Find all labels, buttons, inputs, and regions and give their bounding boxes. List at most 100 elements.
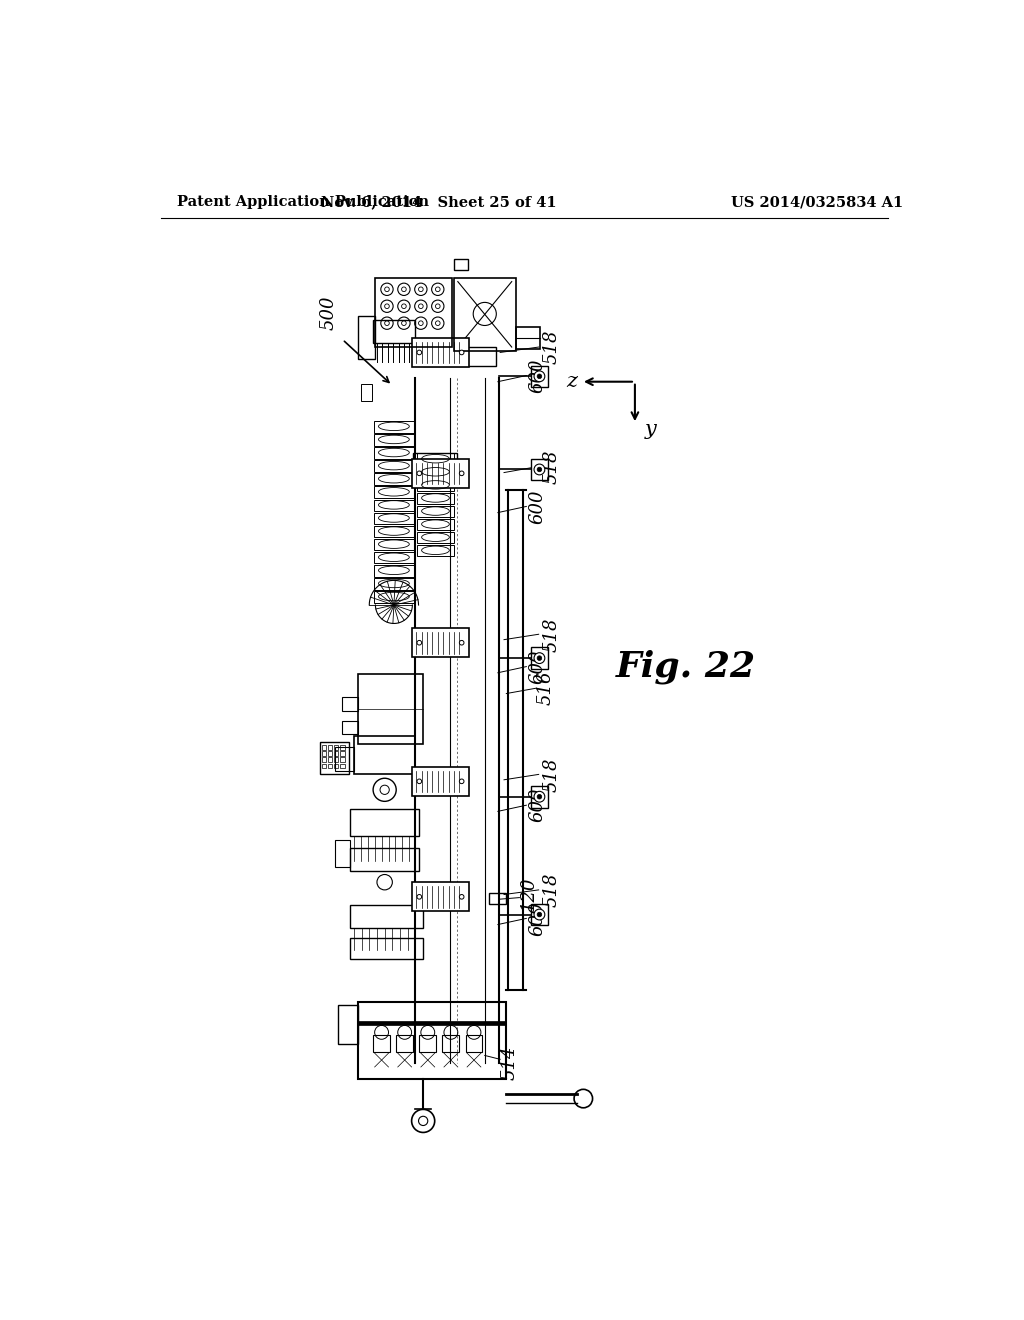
- Bar: [374, 512, 414, 524]
- Bar: [322, 763, 326, 768]
- Bar: [340, 758, 345, 762]
- Bar: [334, 751, 339, 756]
- Text: 518: 518: [543, 330, 560, 364]
- Circle shape: [417, 895, 422, 899]
- Bar: [374, 578, 414, 590]
- Circle shape: [460, 350, 464, 355]
- Circle shape: [538, 467, 542, 471]
- Bar: [342, 697, 357, 711]
- Circle shape: [417, 471, 422, 475]
- Bar: [374, 474, 414, 484]
- Circle shape: [460, 895, 464, 899]
- Bar: [373, 321, 416, 343]
- Bar: [328, 751, 333, 756]
- Bar: [417, 453, 454, 465]
- Bar: [489, 894, 506, 904]
- Bar: [374, 461, 414, 471]
- Text: 518: 518: [543, 758, 560, 792]
- Text: 600: 600: [528, 490, 547, 524]
- Bar: [334, 744, 339, 750]
- Bar: [319, 742, 349, 775]
- Bar: [531, 647, 548, 669]
- Bar: [423, 347, 497, 367]
- Bar: [374, 487, 414, 498]
- Bar: [340, 751, 345, 756]
- Bar: [417, 479, 454, 491]
- Bar: [466, 1035, 482, 1052]
- Bar: [357, 317, 375, 359]
- Bar: [412, 338, 469, 367]
- Bar: [335, 840, 350, 867]
- Bar: [334, 763, 339, 768]
- Bar: [328, 763, 333, 768]
- Bar: [454, 259, 468, 271]
- Bar: [374, 525, 414, 537]
- Text: z: z: [566, 372, 578, 391]
- Text: Fig. 22: Fig. 22: [615, 649, 756, 684]
- Text: 600: 600: [528, 358, 547, 393]
- Bar: [350, 809, 419, 836]
- Text: y: y: [645, 420, 656, 440]
- Bar: [374, 552, 414, 564]
- Bar: [417, 466, 454, 478]
- Bar: [322, 758, 326, 762]
- Bar: [374, 539, 414, 550]
- Text: 500: 500: [319, 296, 337, 330]
- Circle shape: [417, 350, 422, 355]
- Bar: [373, 1035, 390, 1052]
- Text: US 2014/0325834 A1: US 2014/0325834 A1: [731, 195, 903, 210]
- Bar: [396, 1035, 413, 1052]
- Circle shape: [417, 640, 422, 645]
- Bar: [322, 751, 326, 756]
- Bar: [374, 421, 414, 433]
- Circle shape: [460, 640, 464, 645]
- Bar: [374, 499, 414, 511]
- Bar: [322, 744, 326, 750]
- Bar: [342, 721, 357, 734]
- Bar: [350, 906, 423, 928]
- Bar: [357, 675, 423, 743]
- Bar: [454, 277, 515, 351]
- Circle shape: [538, 912, 542, 917]
- Bar: [412, 882, 469, 911]
- Bar: [531, 459, 548, 480]
- Bar: [374, 591, 414, 603]
- Bar: [412, 767, 469, 796]
- Bar: [357, 1020, 506, 1024]
- Bar: [412, 628, 469, 657]
- Bar: [412, 459, 469, 488]
- Circle shape: [460, 779, 464, 784]
- Bar: [531, 366, 548, 387]
- Circle shape: [535, 909, 545, 920]
- Bar: [374, 565, 414, 577]
- Text: 518: 518: [543, 616, 560, 652]
- Circle shape: [535, 792, 545, 803]
- Bar: [328, 744, 333, 750]
- Bar: [442, 1035, 460, 1052]
- Bar: [328, 758, 333, 762]
- Text: 600: 600: [528, 649, 547, 684]
- Bar: [374, 447, 414, 459]
- Bar: [417, 506, 454, 517]
- Bar: [350, 847, 419, 871]
- Bar: [360, 384, 372, 401]
- Bar: [340, 744, 345, 750]
- Bar: [417, 545, 454, 557]
- Bar: [531, 904, 548, 925]
- Bar: [354, 737, 416, 775]
- Bar: [357, 1002, 506, 1078]
- Text: 514: 514: [500, 1045, 518, 1080]
- Circle shape: [535, 653, 545, 664]
- Bar: [531, 785, 548, 808]
- Bar: [417, 519, 454, 531]
- Circle shape: [535, 371, 545, 381]
- Text: 516: 516: [537, 671, 554, 705]
- Text: Nov. 6, 2014   Sheet 25 of 41: Nov. 6, 2014 Sheet 25 of 41: [321, 195, 556, 210]
- Bar: [350, 937, 423, 960]
- Circle shape: [574, 1089, 593, 1107]
- Bar: [515, 327, 541, 348]
- Bar: [417, 492, 454, 504]
- Bar: [335, 747, 354, 771]
- Bar: [334, 758, 339, 762]
- Circle shape: [417, 779, 422, 784]
